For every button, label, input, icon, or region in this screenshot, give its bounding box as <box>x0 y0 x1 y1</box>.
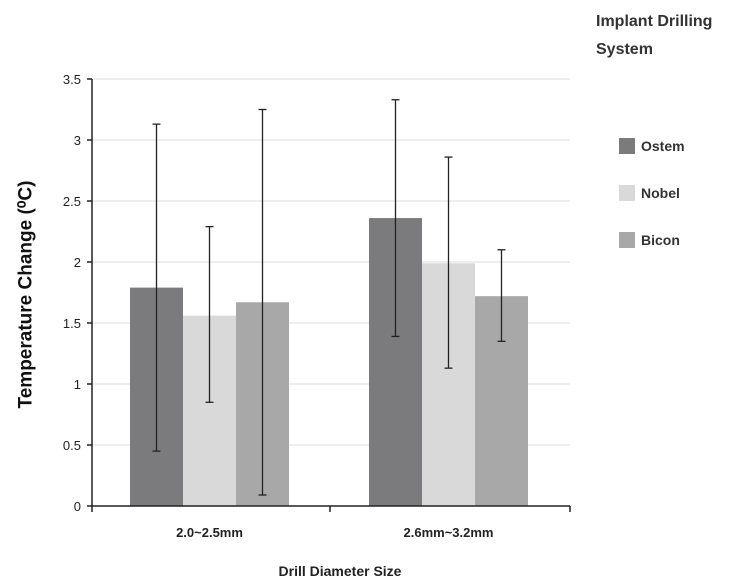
x-axis-title: Drill Diameter Size <box>278 563 402 579</box>
y-tick-label: 3 <box>74 133 81 148</box>
legend-label-bicon: Bicon <box>641 232 680 248</box>
legend-label-nobel: Nobel <box>641 185 680 201</box>
y-tick-label: 0 <box>74 499 81 514</box>
legend-item-nobel: Nobel <box>619 184 680 202</box>
legend-swatch-bicon <box>619 232 635 248</box>
y-tick-label: 1 <box>74 377 81 392</box>
legend-item-bicon: Bicon <box>619 231 680 249</box>
y-tick-label: 2.5 <box>63 194 81 209</box>
legend-label-ostem: Ostem <box>641 138 685 154</box>
legend-item-ostem: Ostem <box>619 137 685 155</box>
y-tick-label: 2 <box>74 255 81 270</box>
x-tick-label: 2.6mm~3.2mm <box>404 525 494 540</box>
y-axis-title: Temperature Change (⁰C) <box>15 180 37 409</box>
y-tick-label: 3.5 <box>63 72 81 87</box>
legend-title-line-1: Implant Drilling <box>596 13 713 30</box>
legend-title: Implant Drilling System <box>596 8 744 64</box>
y-tick-label: 1.5 <box>63 316 81 331</box>
y-tick-label: 0.5 <box>63 438 81 453</box>
legend-swatch-nobel <box>619 185 635 201</box>
legend-swatch-ostem <box>619 138 635 154</box>
x-tick-label: 2.0~2.5mm <box>176 525 243 540</box>
legend-title-line-2: System <box>596 41 653 58</box>
